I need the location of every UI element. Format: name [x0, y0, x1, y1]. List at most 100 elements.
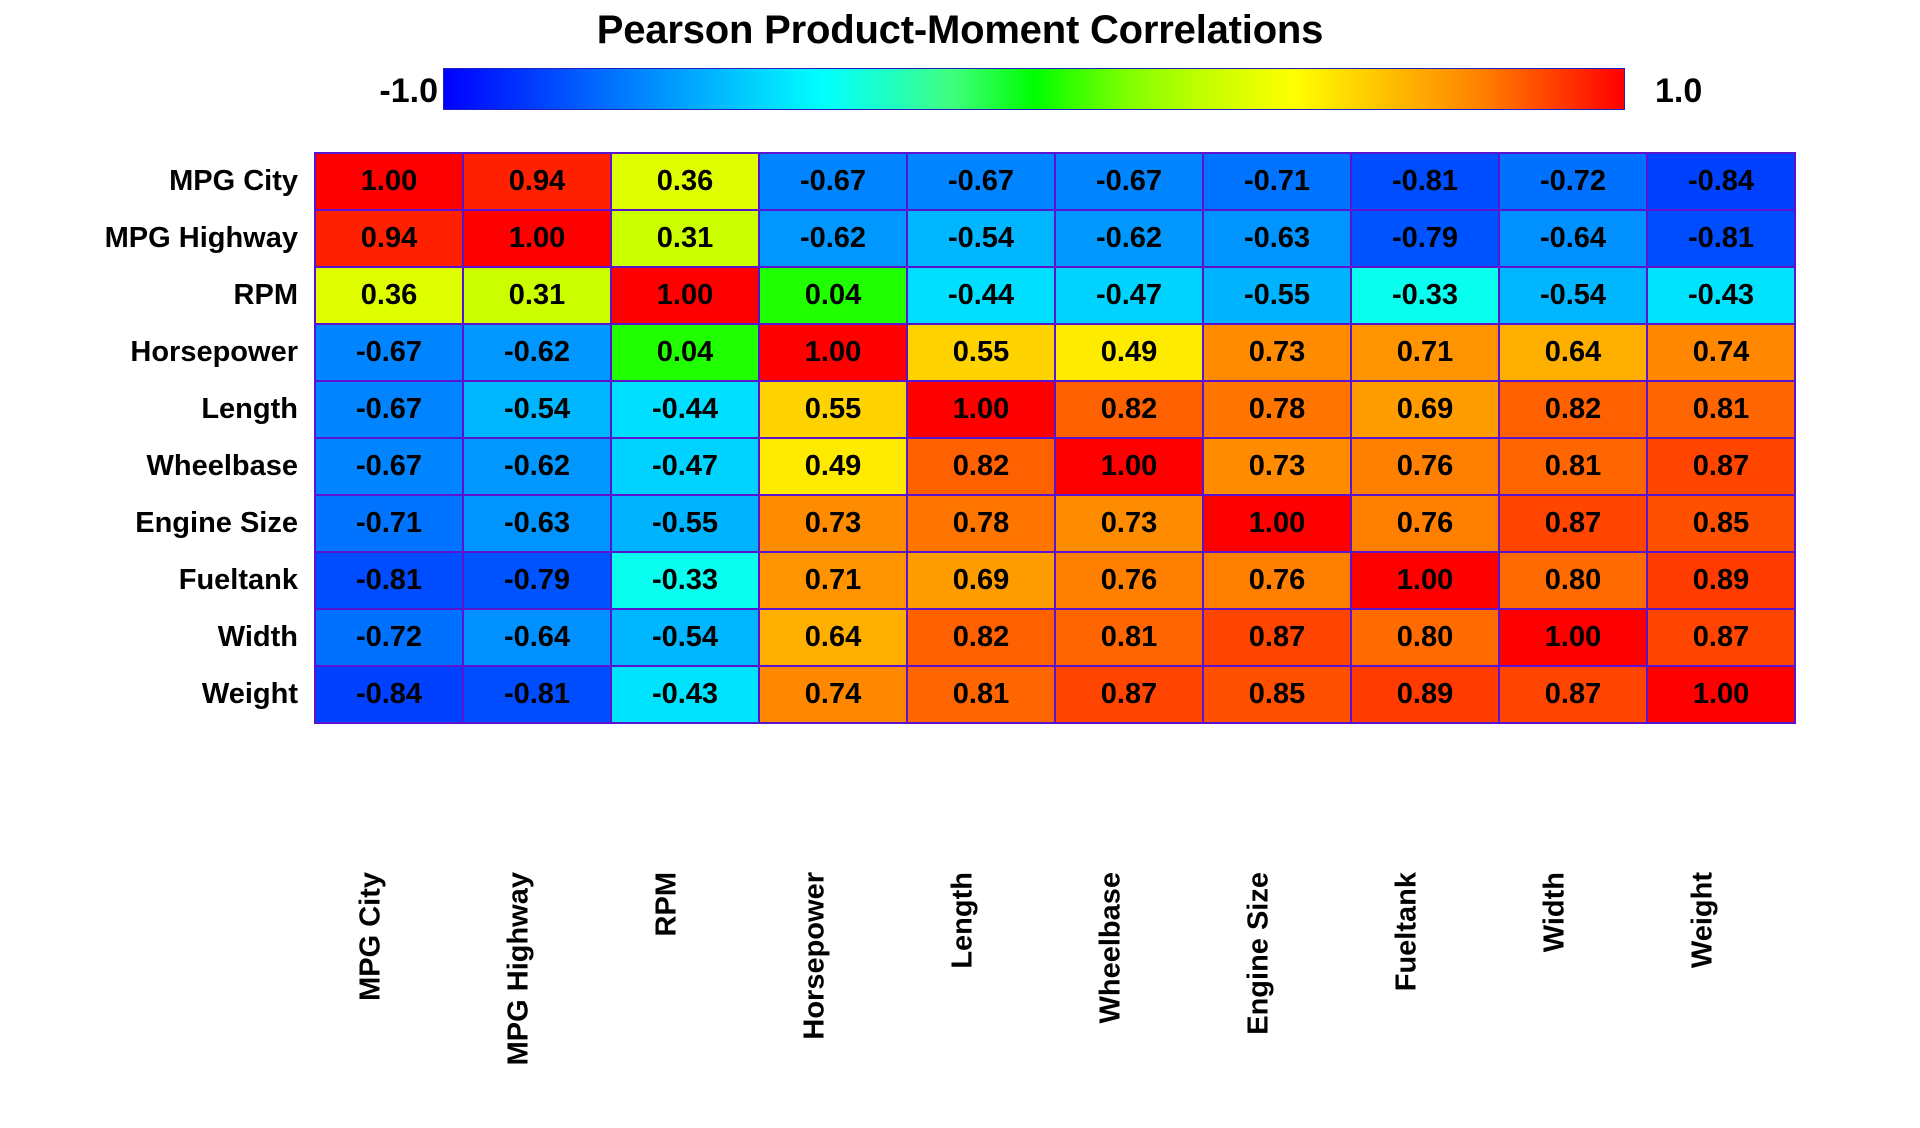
matrix-cell: 1.00 — [1202, 494, 1352, 553]
matrix-cell: 0.87 — [1498, 494, 1648, 553]
page-title: Pearson Product-Moment Correlations — [596, 8, 1324, 52]
matrix-cell: 0.76 — [1350, 494, 1500, 553]
x-axis-label-slot: MPG Highway — [445, 872, 593, 1122]
column-label-mpg-city: MPG City — [354, 872, 387, 1001]
matrix-cell: -0.72 — [314, 608, 464, 667]
matrix-cell: 1.00 — [1350, 551, 1500, 610]
row-label-horsepower: Horsepower — [0, 324, 315, 381]
matrix-cell: -0.47 — [1054, 266, 1204, 325]
matrix-cell: 0.87 — [1498, 665, 1648, 724]
column-label-width: Width — [1538, 872, 1571, 953]
matrix-row: Weight -0.84 -0.81 -0.43 0.74 0.81 0.87 0.85 0.8… — [0, 665, 1796, 724]
matrix-cell: 0.55 — [758, 380, 908, 439]
matrix-cell: 0.87 — [1054, 665, 1204, 724]
matrix-cell: 0.31 — [462, 266, 612, 325]
row-label-fueltank: Fueltank — [0, 552, 315, 609]
heatmap: MPG City 1.00 0.94 0.36 -0.67 -0.67 -0.67 -0.71… — [0, 152, 1796, 724]
matrix-cell: -0.72 — [1498, 152, 1648, 211]
matrix-cell: -0.63 — [462, 494, 612, 553]
matrix-row: MPG City 1.00 0.94 0.36 -0.67 -0.67 -0.67 -0.71… — [0, 152, 1796, 211]
matrix-cell: 0.81 — [1054, 608, 1204, 667]
matrix-cell: 0.73 — [758, 494, 908, 553]
colorbar-min-label: -1.0 — [379, 72, 438, 110]
matrix-cell: 1.00 — [462, 209, 612, 268]
matrix-cell: -0.43 — [610, 665, 760, 724]
matrix-cell: -0.67 — [314, 323, 464, 382]
matrix-cell: 0.76 — [1350, 437, 1500, 496]
matrix-cell: -0.54 — [462, 380, 612, 439]
matrix-cell: 0.80 — [1350, 608, 1500, 667]
matrix-cell: -0.54 — [610, 608, 760, 667]
matrix-cell: -0.67 — [906, 152, 1056, 211]
matrix-cell: 0.94 — [314, 209, 464, 268]
matrix-cell: 0.89 — [1646, 551, 1796, 610]
matrix-cell: 0.78 — [906, 494, 1056, 553]
row-label-weight: Weight — [0, 666, 315, 723]
matrix-cell: 0.76 — [1202, 551, 1352, 610]
column-label-rpm: RPM — [650, 872, 683, 937]
column-label-wheelbase: Wheelbase — [1094, 872, 1127, 1024]
matrix-cell: -0.63 — [1202, 209, 1352, 268]
matrix-row: Length -0.67 -0.54 -0.44 0.55 1.00 0.82 0.78 0.6… — [0, 380, 1796, 439]
matrix-cell: 0.80 — [1498, 551, 1648, 610]
matrix-cell: -0.62 — [1054, 209, 1204, 268]
matrix-cell: 0.49 — [1054, 323, 1204, 382]
matrix-cell: -0.54 — [906, 209, 1056, 268]
matrix-cell: 0.82 — [1054, 380, 1204, 439]
row-label-engine-size: Engine Size — [0, 495, 315, 552]
matrix-cell: 1.00 — [314, 152, 464, 211]
matrix-cell: -0.67 — [314, 437, 464, 496]
column-label-mpg-highway: MPG Highway — [502, 872, 535, 1066]
matrix-cell: 0.04 — [758, 266, 908, 325]
matrix-cell: 0.49 — [758, 437, 908, 496]
matrix-cell: 0.71 — [758, 551, 908, 610]
matrix-cell: 0.69 — [1350, 380, 1500, 439]
row-label-length: Length — [0, 381, 315, 438]
matrix-cell: -0.33 — [1350, 266, 1500, 325]
x-axis-label-slot: Length — [889, 872, 1037, 1122]
matrix-cell: 0.82 — [1498, 380, 1648, 439]
row-label-mpg-city: MPG City — [0, 153, 315, 210]
matrix-cell: 0.64 — [1498, 323, 1648, 382]
x-axis-label-slot: RPM — [593, 872, 741, 1122]
x-axis-label-slot: Fueltank — [1333, 872, 1481, 1122]
matrix-cell: -0.71 — [314, 494, 464, 553]
x-axis-label-slot: Wheelbase — [1037, 872, 1185, 1122]
matrix-cell: 0.73 — [1202, 323, 1352, 382]
matrix-cell: 0.73 — [1054, 494, 1204, 553]
matrix-cell: -0.67 — [758, 152, 908, 211]
x-axis-label-slot: Engine Size — [1185, 872, 1333, 1122]
x-axis-label-slot: Width — [1481, 872, 1629, 1122]
column-label-engine-size: Engine Size — [1242, 872, 1275, 1035]
column-label-horsepower: Horsepower — [798, 872, 831, 1040]
matrix-cell: 0.81 — [906, 665, 1056, 724]
matrix-cell: 0.31 — [610, 209, 760, 268]
matrix-cell: -0.67 — [314, 380, 464, 439]
matrix-row: Horsepower -0.67 -0.62 0.04 1.00 0.55 0.49 0.73… — [0, 323, 1796, 382]
matrix-cell: -0.44 — [610, 380, 760, 439]
matrix-cell: 1.00 — [610, 266, 760, 325]
column-label-fueltank: Fueltank — [1390, 872, 1423, 992]
x-axis-label-slot: Weight — [1629, 872, 1777, 1122]
matrix-cell: 1.00 — [1054, 437, 1204, 496]
matrix-cell: -0.84 — [1646, 152, 1796, 211]
row-label-rpm: RPM — [0, 267, 315, 324]
matrix-cell: 0.81 — [1498, 437, 1648, 496]
row-label-wheelbase: Wheelbase — [0, 438, 315, 495]
matrix-cell: 0.82 — [906, 608, 1056, 667]
matrix-cell: -0.43 — [1646, 266, 1796, 325]
matrix-cell: 0.87 — [1646, 437, 1796, 496]
matrix-cell: 1.00 — [906, 380, 1056, 439]
x-axis-labels: MPG City MPG Highway RPM Horsepower Length Wh… — [297, 872, 1777, 1122]
matrix-cell: 0.74 — [758, 665, 908, 724]
matrix-cell: 1.00 — [758, 323, 908, 382]
matrix-cell: 0.76 — [1054, 551, 1204, 610]
matrix-cell: 0.81 — [1646, 380, 1796, 439]
matrix-row: Width -0.72 -0.64 -0.54 0.64 0.82 0.81 0.87 0.80… — [0, 608, 1796, 667]
matrix-row: Engine Size -0.71 -0.63 -0.55 0.73 0.78 0.73 1.… — [0, 494, 1796, 553]
matrix-row: MPG Highway 0.94 1.00 0.31 -0.62 -0.54 -0.62 -0… — [0, 209, 1796, 268]
colorbar-max-label: 1.0 — [1655, 72, 1703, 110]
matrix-cell: -0.79 — [1350, 209, 1500, 268]
matrix-cell: -0.55 — [1202, 266, 1352, 325]
matrix-cell: -0.84 — [314, 665, 464, 724]
